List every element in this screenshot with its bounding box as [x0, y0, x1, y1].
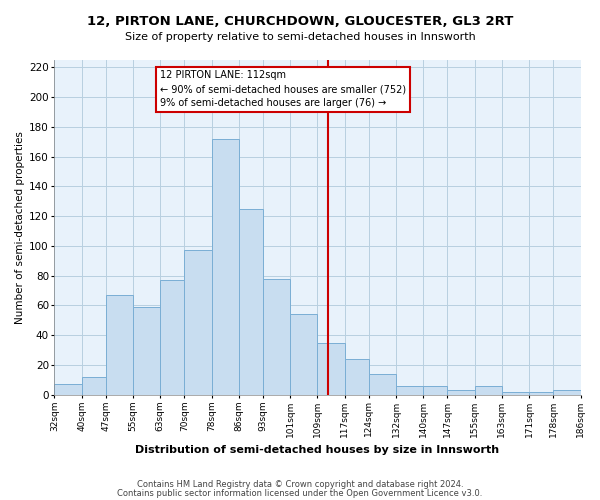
Bar [447, 390, 475, 394]
Text: 12 PIRTON LANE: 112sqm
← 90% of semi-detached houses are smaller (752)
9% of sem: 12 PIRTON LANE: 112sqm ← 90% of semi-det… [160, 70, 406, 108]
Bar [212, 139, 239, 394]
Bar [239, 209, 263, 394]
Bar [424, 386, 447, 394]
Text: Contains public sector information licensed under the Open Government Licence v3: Contains public sector information licen… [118, 488, 482, 498]
Bar [396, 386, 424, 394]
Bar [263, 278, 290, 394]
Bar [369, 374, 396, 394]
Text: 12, PIRTON LANE, CHURCHDOWN, GLOUCESTER, GL3 2RT: 12, PIRTON LANE, CHURCHDOWN, GLOUCESTER,… [87, 15, 513, 28]
Bar [502, 392, 529, 394]
Bar [55, 384, 82, 394]
Text: Contains HM Land Registry data © Crown copyright and database right 2024.: Contains HM Land Registry data © Crown c… [137, 480, 463, 489]
Bar [82, 377, 106, 394]
Bar [345, 359, 369, 394]
Bar [553, 390, 581, 394]
Bar [133, 307, 160, 394]
Bar [529, 392, 553, 394]
Text: Size of property relative to semi-detached houses in Innsworth: Size of property relative to semi-detach… [125, 32, 475, 42]
X-axis label: Distribution of semi-detached houses by size in Innsworth: Distribution of semi-detached houses by … [136, 445, 500, 455]
Bar [106, 295, 133, 394]
Bar [317, 342, 345, 394]
Bar [475, 386, 502, 394]
Bar [290, 314, 317, 394]
Y-axis label: Number of semi-detached properties: Number of semi-detached properties [15, 131, 25, 324]
Bar [160, 280, 184, 394]
Bar [184, 250, 212, 394]
